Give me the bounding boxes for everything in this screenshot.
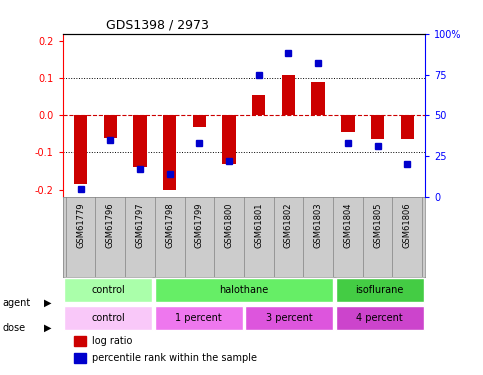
Text: GSM61802: GSM61802 [284, 202, 293, 248]
Bar [133, 116, 147, 167]
Text: GSM61803: GSM61803 [313, 202, 323, 248]
Bar [312, 82, 325, 116]
Bar [336, 306, 424, 330]
Text: 3 percent: 3 percent [266, 313, 313, 322]
Text: GSM61799: GSM61799 [195, 202, 204, 248]
Text: GDS1398 / 2973: GDS1398 / 2973 [106, 18, 209, 31]
Bar [193, 116, 206, 126]
Text: GSM61779: GSM61779 [76, 202, 85, 248]
Bar [104, 116, 117, 138]
Text: agent: agent [2, 298, 30, 308]
Text: GSM61798: GSM61798 [165, 202, 174, 248]
Text: GSM61796: GSM61796 [106, 202, 115, 248]
Bar [155, 279, 333, 302]
Text: halothane: halothane [219, 285, 269, 296]
Text: isoflurane: isoflurane [355, 285, 404, 296]
Text: GSM61805: GSM61805 [373, 202, 382, 248]
Text: 4 percent: 4 percent [356, 313, 403, 322]
Text: GSM61801: GSM61801 [254, 202, 263, 248]
Text: GSM61806: GSM61806 [403, 202, 412, 248]
Bar [336, 279, 424, 302]
Bar [64, 279, 152, 302]
Text: log ratio: log ratio [92, 336, 132, 346]
Bar [245, 306, 333, 330]
Bar [155, 306, 242, 330]
Text: control: control [91, 313, 125, 322]
Text: GSM61804: GSM61804 [343, 202, 352, 248]
Text: dose: dose [2, 323, 26, 333]
Bar [371, 116, 384, 140]
Text: control: control [91, 285, 125, 296]
Bar [73, 353, 86, 363]
Text: GSM61797: GSM61797 [136, 202, 144, 248]
Text: ▶: ▶ [43, 323, 51, 333]
Bar [74, 116, 87, 184]
Text: 1 percent: 1 percent [175, 313, 222, 322]
Bar [73, 336, 86, 346]
Bar [252, 95, 266, 116]
Bar [222, 116, 236, 164]
Bar [282, 75, 295, 116]
Text: percentile rank within the sample: percentile rank within the sample [92, 353, 257, 363]
Text: GSM61800: GSM61800 [225, 202, 234, 248]
Text: ▶: ▶ [43, 298, 51, 308]
Bar [64, 306, 152, 330]
Bar [341, 116, 355, 132]
Bar [163, 116, 176, 190]
Bar [400, 116, 414, 140]
